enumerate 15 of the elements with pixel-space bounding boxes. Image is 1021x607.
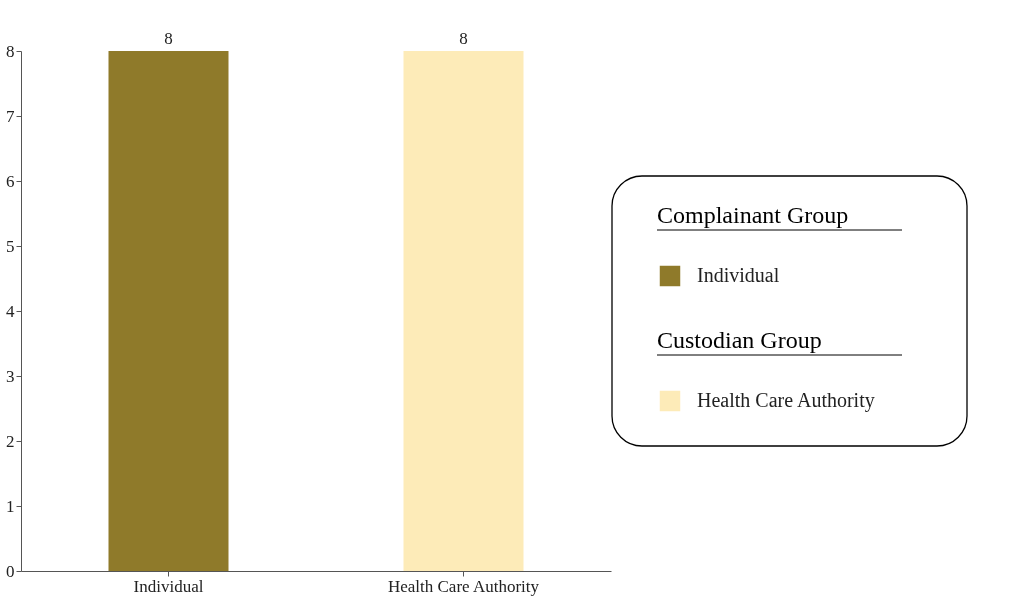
- y-tick-label: 8: [6, 41, 15, 61]
- y-tick-label: 7: [6, 106, 15, 126]
- y-tick-label: 3: [6, 366, 15, 386]
- data-label: 8: [164, 29, 173, 48]
- data-label: 8: [459, 29, 468, 48]
- legend-label: Health Care Authority: [697, 389, 875, 412]
- legend-label: Individual: [697, 264, 780, 286]
- y-tick-label: 1: [6, 496, 15, 516]
- text: Custodian Group: [657, 327, 822, 353]
- y-tick-label: 6: [6, 171, 15, 191]
- y-tick-label: 0: [6, 561, 15, 581]
- y-tick-label: 5: [6, 236, 15, 256]
- text: Complainant Group: [657, 202, 849, 228]
- y-tick-label: 4: [6, 301, 15, 321]
- y-tick-label: 2: [6, 431, 15, 451]
